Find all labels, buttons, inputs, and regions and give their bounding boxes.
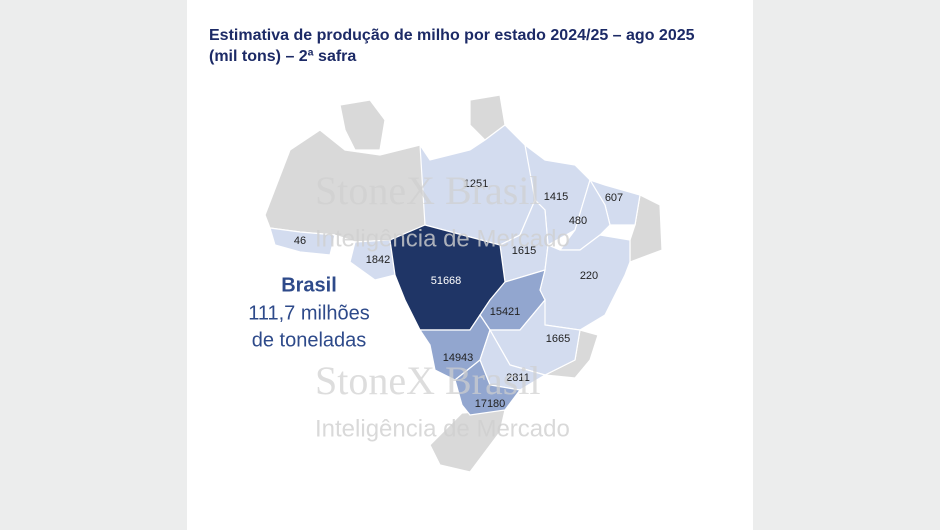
state-value: 1415 <box>544 191 568 203</box>
title-line: (mil tons) – 2ª safra <box>209 48 357 65</box>
title-line: Estimativa de produção de milho por esta… <box>209 27 695 44</box>
watermark-tagline: Inteligência de Mercado <box>315 415 570 442</box>
state-value: 2811 <box>506 372 530 384</box>
state-value: 14943 <box>443 352 474 364</box>
state-value: 1251 <box>464 178 488 190</box>
summary-label: Brasil <box>281 274 337 296</box>
state-value: 480 <box>569 215 587 227</box>
state-no-data <box>429 409 506 473</box>
state <box>269 227 336 256</box>
watermark-tagline: Inteligência de Mercado <box>315 225 570 252</box>
watermark-brand: StoneX Brasil <box>315 358 541 403</box>
state-value: 1842 <box>366 254 390 266</box>
state-value: 1615 <box>512 245 536 257</box>
state-value: 220 <box>580 270 598 282</box>
state-value: 1665 <box>546 333 570 345</box>
state-value: 51668 <box>431 275 462 287</box>
summary-line: 111,7 milhões <box>248 302 370 324</box>
state <box>349 239 396 281</box>
state-no-data <box>339 99 386 151</box>
state-value: 607 <box>605 192 623 204</box>
state <box>454 359 522 416</box>
watermark-brand: StoneX Brasil <box>315 168 541 213</box>
state-value: 15421 <box>490 306 521 318</box>
summary-line: de toneladas <box>252 329 367 351</box>
state-value: 17180 <box>475 398 506 410</box>
state-value: 46 <box>294 235 306 247</box>
